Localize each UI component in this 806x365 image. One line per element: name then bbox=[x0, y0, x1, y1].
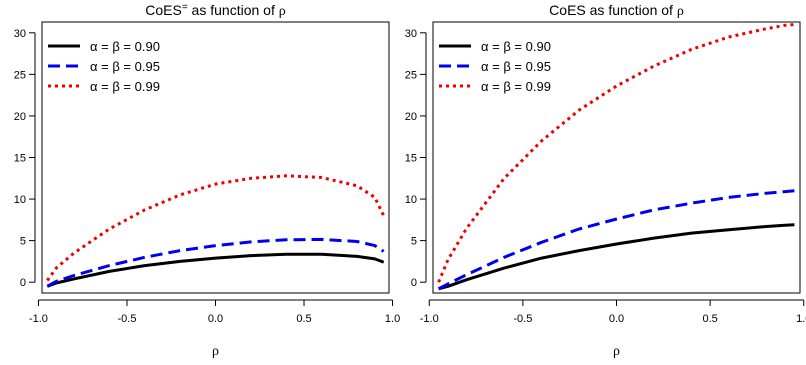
y-tick-label: 20 bbox=[14, 111, 26, 123]
chart-panel-1: CoES= as function of ρ -1.0 -0.5 0.0 0.5 1.0 ρ… bbox=[14, 2, 400, 359]
chart-panel-2: CoES as function of ρ -1.0 -0.5 0.0 0.5 1.0 ρ 0… bbox=[405, 2, 806, 359]
plot-frame bbox=[41, 21, 390, 294]
chart-title: CoES as function of ρ bbox=[549, 2, 684, 19]
series-line-2 bbox=[437, 189, 795, 291]
x-tick-label: -1.0 bbox=[29, 313, 48, 325]
legend-label-3: α = β = 0.99 bbox=[90, 79, 160, 94]
chart-title: CoES= as function of ρ bbox=[145, 2, 285, 19]
y-tick-label: 20 bbox=[405, 111, 417, 123]
y-tick-label: 10 bbox=[405, 194, 417, 206]
x-axis-label: ρ bbox=[613, 344, 620, 359]
y-tick-label: 15 bbox=[405, 153, 417, 165]
legend-label-1: α = β = 0.90 bbox=[90, 39, 160, 54]
x-tick-label: 0.5 bbox=[702, 313, 717, 325]
y-tick-label: 5 bbox=[411, 236, 417, 248]
series-line-3 bbox=[46, 174, 386, 282]
series-line-1 bbox=[438, 223, 795, 291]
x-tick-label: -0.5 bbox=[513, 313, 532, 325]
legend-label-2: α = β = 0.95 bbox=[90, 59, 160, 74]
y-tick-label: 15 bbox=[14, 153, 26, 165]
x-tick-label: -1.0 bbox=[420, 313, 439, 325]
y-tick-label: 30 bbox=[14, 28, 26, 40]
legend-label-1: α = β = 0.90 bbox=[481, 39, 551, 54]
x-tick-label: 1.0 bbox=[385, 313, 400, 325]
y-tick-label: 25 bbox=[14, 69, 26, 81]
series-line-1 bbox=[46, 252, 385, 288]
y-tick-label: 30 bbox=[405, 28, 417, 40]
x-tick-label: 1.0 bbox=[796, 313, 806, 325]
y-tick-label: 0 bbox=[411, 277, 417, 289]
x-axis-label: ρ bbox=[212, 344, 219, 359]
y-tick-label: 10 bbox=[14, 194, 26, 206]
x-tick-label: -0.5 bbox=[117, 313, 136, 325]
y-tick-label: 0 bbox=[20, 277, 26, 289]
x-tick-label: 0.0 bbox=[609, 313, 624, 325]
x-tick-label: 0.0 bbox=[208, 313, 223, 325]
legend-label-2: α = β = 0.95 bbox=[481, 59, 551, 74]
plot-frame bbox=[432, 21, 801, 294]
y-tick-label: 25 bbox=[405, 69, 417, 81]
y-tick-label: 5 bbox=[20, 236, 26, 248]
legend-label-3: α = β = 0.99 bbox=[481, 79, 551, 94]
series-line-2 bbox=[46, 237, 385, 288]
x-tick-label: 0.5 bbox=[296, 313, 311, 325]
